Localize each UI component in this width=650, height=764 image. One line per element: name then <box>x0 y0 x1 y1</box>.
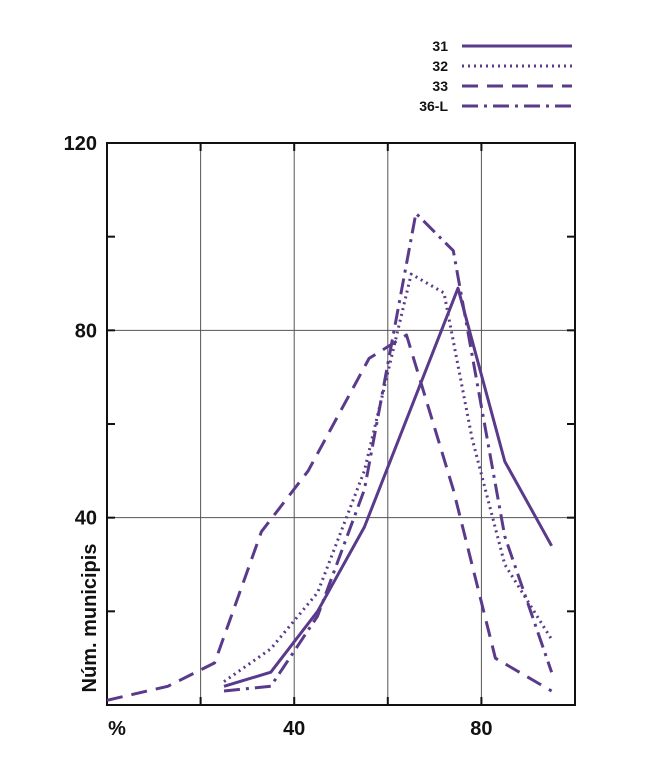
legend-label: 33 <box>432 78 448 94</box>
legend-label: 36-L <box>419 98 448 114</box>
x-tick-label: % <box>108 718 126 740</box>
y-tick-label: 120 <box>64 133 97 155</box>
series-line-32 <box>223 272 553 683</box>
x-tick-label: 80 <box>470 718 492 740</box>
series-line-33 <box>106 333 553 702</box>
series-lines <box>106 211 554 702</box>
grid-lines <box>107 143 575 705</box>
plot-frame <box>106 142 576 706</box>
legend: 31 32 33 36-L <box>419 38 572 114</box>
y-tick-labels: 40 80 120 <box>64 133 97 530</box>
x-tick-label: 40 <box>283 718 305 740</box>
legend-label: 32 <box>432 58 448 74</box>
series-line-31 <box>223 286 553 688</box>
y-tick-label: 80 <box>75 320 97 342</box>
y-tick-label: 40 <box>75 508 97 530</box>
series-line-36-L <box>223 211 554 693</box>
legend-label: 31 <box>432 38 448 54</box>
tick-marks <box>107 143 575 705</box>
y-axis-title: Núm. municipis <box>79 544 101 693</box>
x-tick-labels: % 40 80 <box>108 718 492 740</box>
